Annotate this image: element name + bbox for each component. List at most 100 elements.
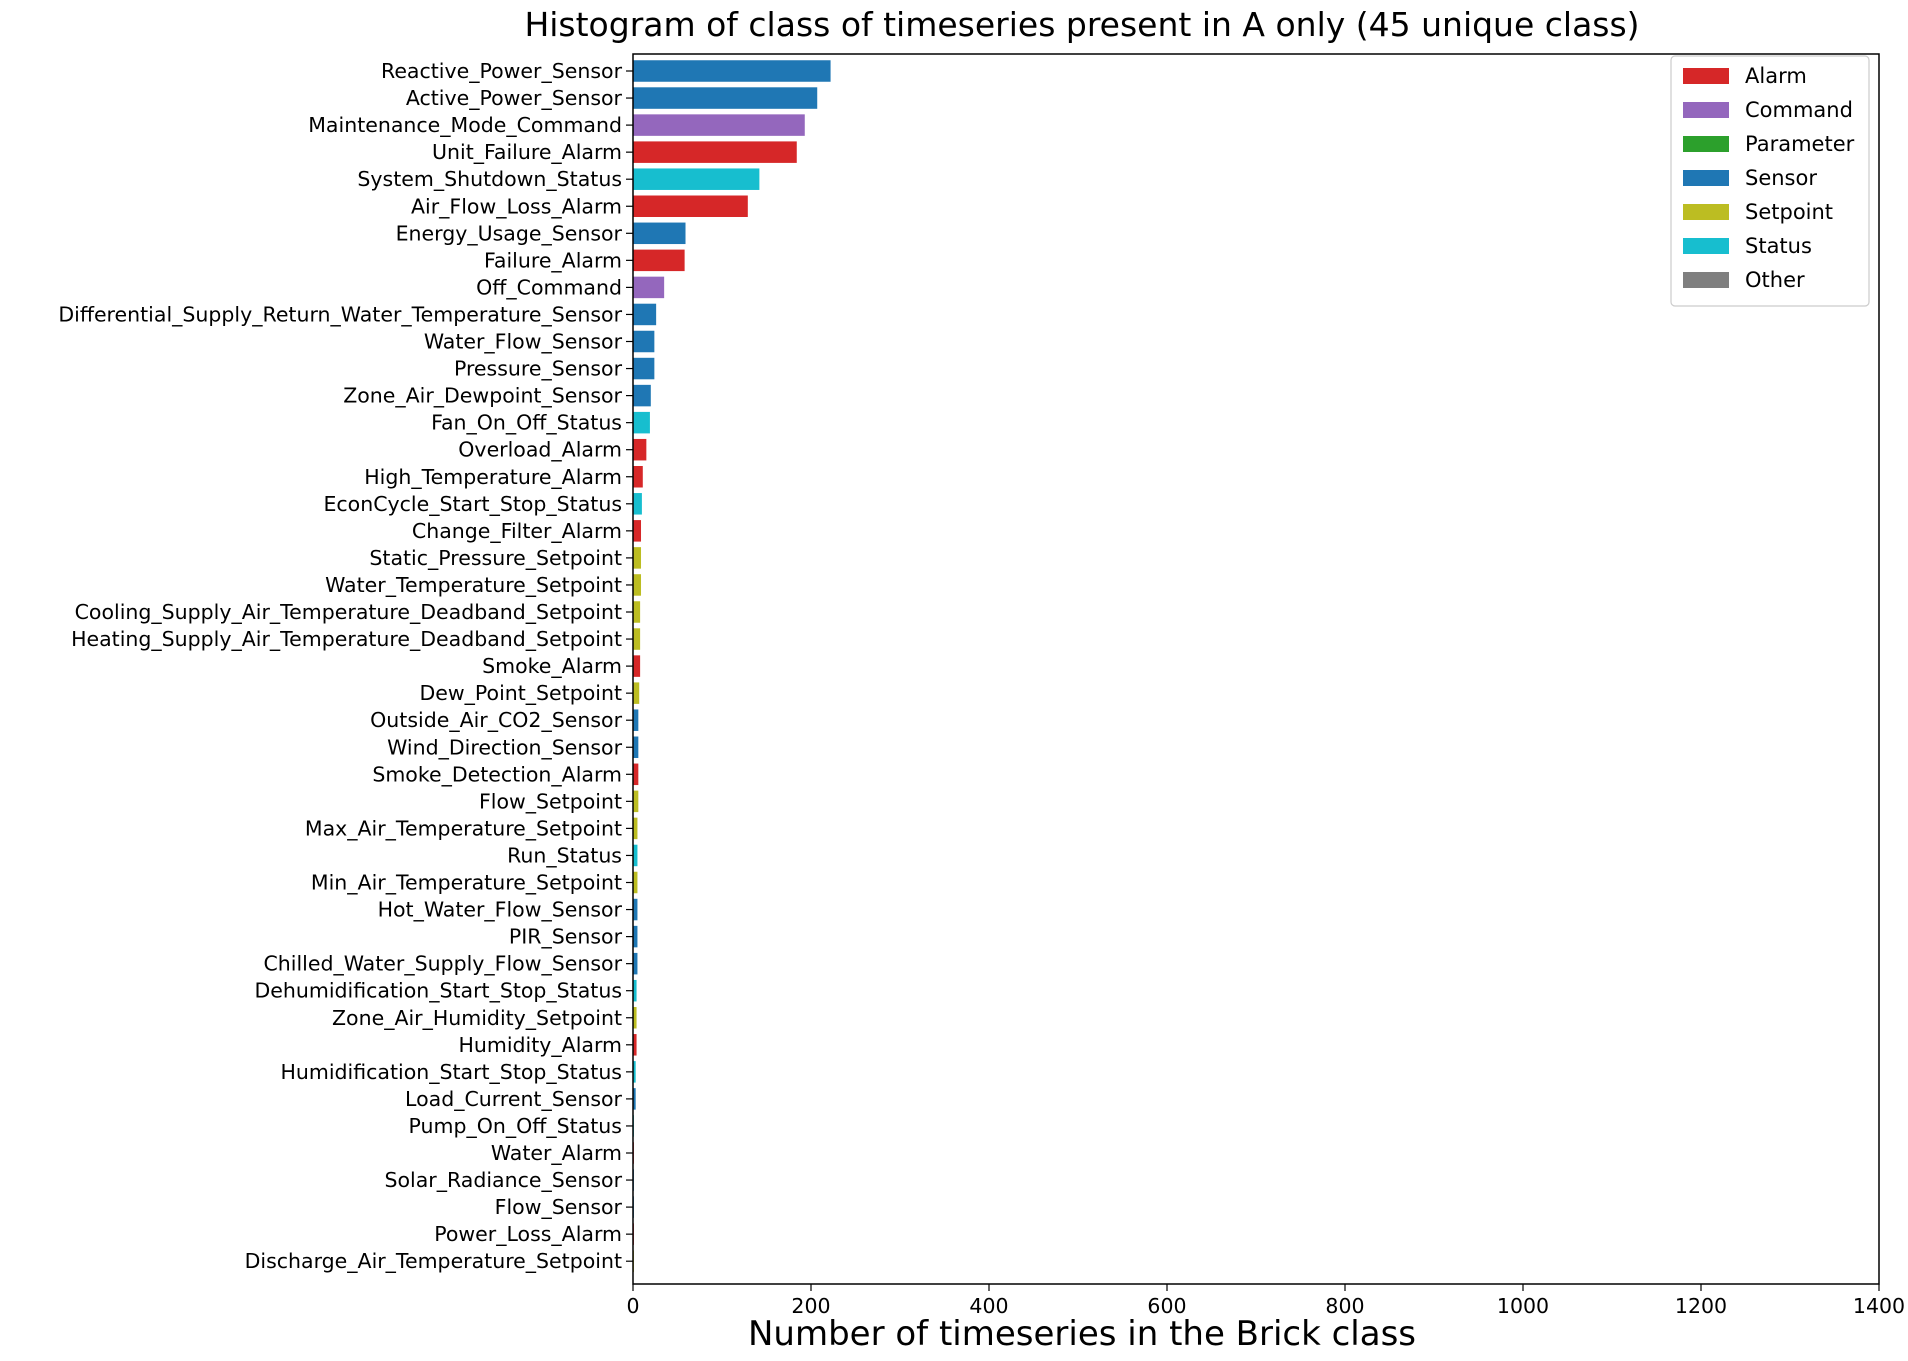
y-tick-label: Active_Power_Sensor: [406, 86, 623, 111]
y-tick-label: Run_Status: [507, 843, 622, 868]
y-tick-label: Change_Filter_Alarm: [412, 519, 622, 544]
bar-system-shutdown-status: [633, 168, 760, 190]
y-tick-label: Fan_On_Off_Status: [431, 411, 622, 436]
bar-pir-sensor: [633, 925, 638, 948]
y-tick-layer: Reactive_Power_SensorActive_Power_Sensor…: [58, 59, 633, 1274]
legend-label-setpoint: Setpoint: [1745, 200, 1833, 224]
y-tick-label: Hot_Water_Flow_Sensor: [378, 898, 623, 923]
bar-smoke-alarm: [633, 655, 641, 677]
bar-run-status: [633, 844, 638, 867]
y-tick-label: Water_Alarm: [491, 1141, 622, 1166]
legend-swatch-alarm: [1683, 68, 1729, 84]
y-tick-label: Maintenance_Mode_Command: [308, 113, 622, 138]
bar-dehumidification-start-stop-status: [633, 979, 637, 1002]
legend-swatch-command: [1683, 102, 1729, 118]
y-tick-label: Pressure_Sensor: [454, 357, 623, 382]
legend-label-parameter: Parameter: [1745, 132, 1855, 156]
y-tick-label: Energy_Usage_Sensor: [396, 221, 623, 246]
bar-energy-usage-sensor: [633, 222, 686, 245]
bar-failure-alarm: [633, 249, 685, 272]
bar-change-filter-alarm: [633, 520, 642, 542]
x-tick-label: 800: [1325, 1294, 1364, 1318]
bar-load-current-sensor: [633, 1088, 636, 1110]
bar-hot-water-flow-sensor: [633, 898, 638, 921]
legend-label-alarm: Alarm: [1745, 64, 1807, 88]
y-tick-label: PIR_Sensor: [509, 925, 623, 950]
bar-high-temperature-alarm: [633, 466, 643, 488]
y-tick-label: Max_Air_Temperature_Setpoint: [305, 816, 622, 841]
y-tick-label: Reactive_Power_Sensor: [381, 59, 623, 84]
y-tick-label: Water_Flow_Sensor: [424, 330, 623, 355]
y-tick-label: Air_Flow_Loss_Alarm: [411, 194, 622, 219]
y-tick-label: Discharge_Air_Temperature_Setpoint: [245, 1249, 622, 1274]
y-tick-label: Zone_Air_Humidity_Setpoint: [332, 1006, 622, 1031]
y-tick-label: Chilled_Water_Supply_Flow_Sensor: [263, 952, 622, 977]
y-tick-label: Solar_Radiance_Sensor: [384, 1168, 622, 1193]
y-tick-label: Unit_Failure_Alarm: [432, 140, 622, 165]
bar-zone-air-dewpoint-sensor: [633, 384, 651, 407]
legend: Alarm Command Parameter Sensor Setpoint Statu…: [1670, 55, 1870, 307]
y-tick-label: Wind_Direction_Sensor: [387, 735, 622, 760]
bar-differential-supply-return-water-temperature-sensor: [633, 303, 657, 326]
y-tick-label: Load_Current_Sensor: [405, 1087, 623, 1112]
y-tick-label: Humidity_Alarm: [458, 1033, 622, 1058]
bar-chilled-water-supply-flow-sensor: [633, 952, 638, 975]
bar-smoke-detection-alarm: [633, 763, 639, 786]
bar-static-pressure-setpoint: [633, 547, 642, 569]
x-tick-label: 1200: [1675, 1294, 1727, 1318]
legend-label-other: Other: [1745, 268, 1805, 292]
y-tick-label: Pump_On_Off_Status: [409, 1114, 622, 1139]
bar-min-air-temperature-setpoint: [633, 871, 638, 894]
y-tick-label: Smoke_Alarm: [482, 654, 622, 679]
chart-title: Histogram of class of timeseries present…: [524, 5, 1639, 44]
bar-max-air-temperature-setpoint: [633, 817, 638, 840]
bar-wind-direction-sensor: [633, 736, 639, 758]
bar-off-command: [633, 276, 665, 299]
y-tick-label: Min_Air_Temperature_Setpoint: [311, 871, 622, 896]
y-tick-label: System_Shutdown_Status: [357, 167, 622, 192]
y-tick-label: Flow_Setpoint: [479, 789, 622, 814]
x-axis-label: Number of timeseries in the Brick class: [748, 1314, 1416, 1354]
legend-label-sensor: Sensor: [1745, 166, 1817, 190]
y-tick-label: Humidification_Start_Stop_Status: [280, 1060, 622, 1085]
y-tick-label: Heating_Supply_Air_Temperature_Deadband_…: [71, 627, 622, 652]
x-tick-label: 600: [1147, 1294, 1186, 1318]
y-tick-label: High_Temperature_Alarm: [364, 465, 622, 490]
plot-frame: [632, 53, 1880, 1285]
x-tick-label: 400: [969, 1294, 1008, 1318]
legend-swatch-sensor: [1683, 170, 1729, 186]
x-tick-layer: 0 200 400 600 800 1000 1200 1400: [626, 1284, 1905, 1318]
x-tick-label: 1400: [1853, 1294, 1905, 1318]
y-tick-label: EconCycle_Start_Stop_Status: [323, 492, 622, 517]
bar-water-flow-sensor: [633, 330, 655, 353]
y-tick-label: Flow_Sensor: [495, 1195, 623, 1220]
bar-heating-supply-air-temperature-deadband-setpoint: [633, 628, 641, 650]
y-tick-label: Dehumidification_Start_Stop_Status: [254, 979, 622, 1004]
bar-unit-failure-alarm: [633, 141, 797, 163]
y-tick-label: Zone_Air_Dewpoint_Sensor: [343, 384, 622, 409]
bar-zone-air-humidity-setpoint: [633, 1007, 637, 1029]
y-tick-label: Water_Temperature_Setpoint: [325, 573, 622, 598]
legend-swatch-status: [1683, 238, 1729, 254]
bar-water-temperature-setpoint: [633, 574, 642, 596]
bar-active-power-sensor: [633, 87, 818, 109]
x-tick-label: 1000: [1497, 1294, 1549, 1318]
y-tick-label: Outside_Air_CO2_Sensor: [370, 708, 622, 733]
bar-reactive-power-sensor: [633, 60, 831, 82]
legend-swatch-setpoint: [1683, 204, 1729, 220]
bar-flow-setpoint: [633, 790, 639, 813]
y-tick-label: Off_Command: [476, 275, 622, 300]
x-tick-label: 0: [626, 1294, 639, 1318]
y-tick-label: Cooling_Supply_Air_Temperature_Deadband_…: [75, 600, 622, 625]
bars-layer: [633, 60, 831, 1272]
bar-econcycle-start-stop-status: [633, 493, 642, 515]
y-tick-label: Overload_Alarm: [458, 438, 622, 463]
legend-label-status: Status: [1745, 234, 1812, 258]
bar-outside-air-co2-sensor: [633, 709, 639, 731]
bar-cooling-supply-air-temperature-deadband-setpoint: [633, 601, 641, 623]
bar-dew-point-setpoint: [633, 682, 640, 704]
bar-overload-alarm: [633, 438, 647, 461]
y-tick-label: Dew_Point_Setpoint: [419, 681, 622, 706]
